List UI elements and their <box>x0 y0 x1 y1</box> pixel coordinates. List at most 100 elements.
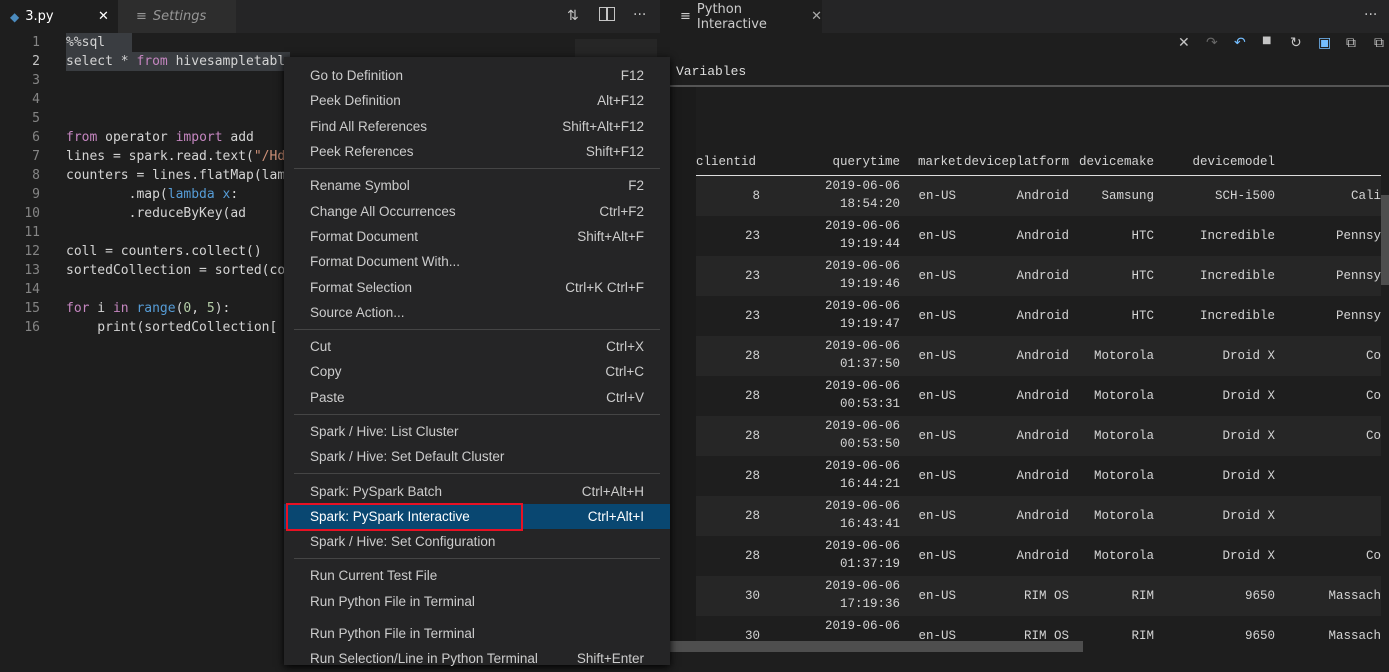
menu-item-label: Peek References <box>310 144 414 160</box>
column-header[interactable]: deviceplatform <box>963 155 1069 169</box>
collapse-all-icon[interactable]: ⧉ <box>1374 35 1384 51</box>
column-header[interactable]: clientid <box>696 155 757 169</box>
table-cell: Android <box>1016 189 1069 203</box>
menu-item-spark-hive-list-cluster[interactable]: Spark / Hive: List Cluster <box>284 419 670 444</box>
menu-item-format-selection[interactable]: Format Selection Ctrl+K Ctrl+F <box>284 274 670 299</box>
menu-item-change-all-occurrences[interactable]: Change All Occurrences Ctrl+F2 <box>284 198 670 223</box>
menu-item-run-python-file-in-terminal[interactable]: Run Python File in Terminal <box>284 589 670 614</box>
code-line[interactable]: sortedCollection = sorted(co <box>66 263 286 278</box>
table-cell: en-US <box>918 509 956 523</box>
table-cell: 28 <box>744 469 760 483</box>
menu-item-run-selection-line-in-python-terminal[interactable]: Run Selection/Line in Python Terminal Shi… <box>284 646 670 671</box>
column-header[interactable]: devicemake <box>1078 155 1154 169</box>
menu-item-source-action[interactable]: Source Action... <box>284 300 670 325</box>
menu-item-format-document[interactable]: Format Document Shift+Alt+F <box>284 224 670 249</box>
menu-item-spark-pyspark-batch[interactable]: Spark: PySpark Batch Ctrl+Alt+H <box>284 478 670 503</box>
code-line[interactable]: coll = counters.collect() <box>66 244 262 259</box>
table-row: 8 2019-06-06 18:54:20 en-US Android Samsung SC… <box>696 176 1381 216</box>
table-cell: Android <box>1016 349 1069 363</box>
code-line[interactable]: lines = spark.read.text("/Hd <box>66 149 286 164</box>
menu-item-shortcut: Alt+F12 <box>597 93 644 109</box>
table-row: 23 2019-06-06 19:19:46 en-US Android HTC Incre… <box>696 256 1381 296</box>
menu-item-rename-symbol[interactable]: Rename Symbol F2 <box>284 173 670 198</box>
menu-item-go-to-definition[interactable]: Go to Definition F12 <box>284 63 670 88</box>
menu-item-run-current-test-file[interactable]: Run Current Test File <box>284 563 670 588</box>
line-number: 7 <box>32 149 40 164</box>
menu-item-shortcut: Ctrl+F2 <box>599 203 644 219</box>
more-actions-icon[interactable]: ··· <box>633 7 647 23</box>
column-header[interactable]: querytime <box>832 155 900 169</box>
horizontal-scrollbar[interactable] <box>670 641 1083 652</box>
line-number: 1 <box>32 35 40 50</box>
menu-item-paste[interactable]: Paste Ctrl+V <box>284 385 670 410</box>
table-row: 28 2019-06-06 16:44:21 en-US Android Motorola… <box>696 456 1381 496</box>
table-cell: 2019-06-06 <box>824 339 900 353</box>
line-number: 5 <box>32 111 40 126</box>
tab-label: Settings <box>152 9 207 24</box>
tab-3-py[interactable]: ◆ 3.py ✕ <box>0 0 118 33</box>
table-cell: 28 <box>744 549 760 563</box>
menu-item-label: Spark / Hive: Set Default Cluster <box>310 449 505 465</box>
column-header[interactable]: devicemodel <box>1192 155 1275 169</box>
menu-item-spark-hive-set-default-cluster[interactable]: Spark / Hive: Set Default Cluster <box>284 444 670 469</box>
line-number: 11 <box>24 225 40 240</box>
clear-all-icon[interactable]: ✕ <box>1178 35 1190 51</box>
vertical-scrollbar[interactable] <box>1381 195 1389 285</box>
table-cell: 00:53:50 <box>839 437 900 451</box>
undo-icon[interactable]: ↶ <box>1234 35 1246 51</box>
redo-icon[interactable]: ↷ <box>1206 35 1218 51</box>
menu-item-copy[interactable]: Copy Ctrl+C <box>284 359 670 384</box>
menu-item-find-all-references[interactable]: Find All References Shift+Alt+F12 <box>284 114 670 139</box>
menu-item-label: Format Document With... <box>310 254 461 270</box>
column-header[interactable]: market <box>918 155 964 169</box>
code-line[interactable]: for i in range(0, 5): <box>66 301 231 316</box>
table-cell: HTC <box>1131 309 1154 323</box>
table-cell: Droid X <box>1222 349 1275 363</box>
menu-item-spark-pyspark-interactive[interactable]: Spark: PySpark Interactive Ctrl+Alt+I <box>284 503 670 530</box>
export-icon[interactable]: ▣ <box>1318 35 1332 51</box>
menu-item-cut[interactable]: Cut Ctrl+X <box>284 334 670 359</box>
compare-changes-icon[interactable]: ⇅ <box>567 8 579 24</box>
split-editor-icon[interactable] <box>599 7 615 21</box>
menu-separator <box>284 614 670 621</box>
menu-item-peek-definition[interactable]: Peek Definition Alt+F12 <box>284 88 670 113</box>
interrupt-icon[interactable]: ■ <box>1262 35 1272 46</box>
code-editor[interactable]: 1 %%sql 2 select * from hivesampletabl 3 4 5 6 f… <box>0 33 660 665</box>
code-line[interactable]: from operator import add <box>66 130 254 145</box>
tab-settings[interactable]: ≡ Settings <box>118 0 236 33</box>
expand-all-icon[interactable]: ⧉ <box>1346 35 1356 51</box>
selection <box>66 33 132 52</box>
menu-item-label: Cut <box>310 339 332 355</box>
more-actions-icon[interactable]: ··· <box>1364 7 1378 23</box>
menu-item-label: Copy <box>310 364 342 380</box>
code-line[interactable]: .reduceByKey(ad <box>66 206 247 221</box>
tab-python-interactive[interactable]: ≡ Python Interactive ✕ <box>670 0 822 33</box>
menu-item-format-document-with[interactable]: Format Document With... <box>284 249 670 274</box>
restart-icon[interactable]: ↻ <box>1290 35 1302 51</box>
code-line[interactable]: %%sql <box>66 35 106 50</box>
table-cell: RIM OS <box>1023 589 1069 603</box>
table-cell: 2019-06-06 <box>824 219 900 233</box>
table-cell: Massach <box>1328 589 1381 603</box>
table-row: 28 2019-06-06 00:53:50 en-US Android Motorola… <box>696 416 1381 456</box>
code-line[interactable]: select * from hivesampletabl <box>66 54 286 69</box>
horizontal-scrollbar-track <box>670 641 1389 652</box>
menu-item-peek-references[interactable]: Peek References Shift+F12 <box>284 139 670 164</box>
table-cell: Motorola <box>1093 549 1154 563</box>
line-number: 13 <box>24 263 40 278</box>
close-icon[interactable]: ✕ <box>811 9 822 24</box>
menu-item-shortcut: Ctrl+X <box>606 339 644 355</box>
python-icon: ◆ <box>10 9 20 24</box>
code-line[interactable]: print(sortedCollection[ <box>66 320 278 335</box>
variables-label[interactable]: Variables <box>676 64 747 79</box>
close-icon[interactable]: ✕ <box>98 9 109 24</box>
code-line[interactable]: counters = lines.flatMap(lam <box>66 168 286 183</box>
menu-item-spark-hive-set-configuration[interactable]: Spark / Hive: Set Configuration <box>284 529 670 554</box>
code-line[interactable]: .map(lambda x: <box>66 187 239 202</box>
settings-list-icon: ≡ <box>136 9 147 24</box>
minimap[interactable] <box>575 39 657 61</box>
table-cell: Co <box>1365 429 1381 443</box>
table-cell: Droid X <box>1222 429 1275 443</box>
table-cell: 16:44:21 <box>839 477 900 491</box>
menu-item-run-python-file-in-terminal[interactable]: Run Python File in Terminal <box>284 621 670 646</box>
